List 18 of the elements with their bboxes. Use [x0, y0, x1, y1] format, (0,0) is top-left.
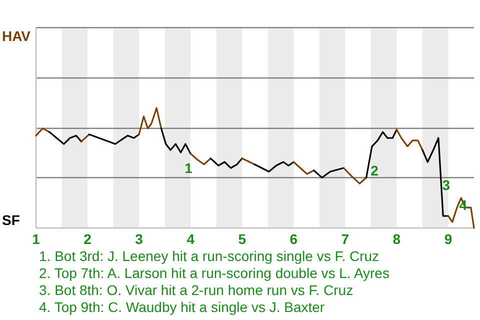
- text: 4. Top 9th: C. Waudby hit a single vs J. Baxter: [39, 299, 325, 315]
- annotation: 3: [442, 176, 450, 193]
- text: HAV: [2, 28, 32, 44]
- text: SF: [2, 212, 20, 228]
- x-tick-label: 2: [84, 231, 92, 247]
- text: 3. Bot 8th: O. Vivar hit a 2-run home run vs F. Cruz: [39, 282, 354, 298]
- x-tick-label: 3: [135, 231, 144, 247]
- x-tick-label: 9: [444, 231, 452, 247]
- text: 2. Top 7th: A. Larson hit a run-scoring double vs L. Ayres: [39, 265, 390, 281]
- x-tick-label: 5: [238, 231, 246, 247]
- x-tick-label: 6: [290, 231, 298, 247]
- x-tick-label: 7: [341, 231, 350, 247]
- annotation: 2: [370, 162, 379, 178]
- text: 1. Bot 3rd: J. Leeney hit a run-scoring single vs F. Cruz: [39, 248, 380, 264]
- x-tick-label: 8: [392, 231, 401, 247]
- annotation: 1: [184, 160, 193, 176]
- x-tick-label: 4: [186, 231, 195, 247]
- x-tick-label: 1: [32, 231, 40, 247]
